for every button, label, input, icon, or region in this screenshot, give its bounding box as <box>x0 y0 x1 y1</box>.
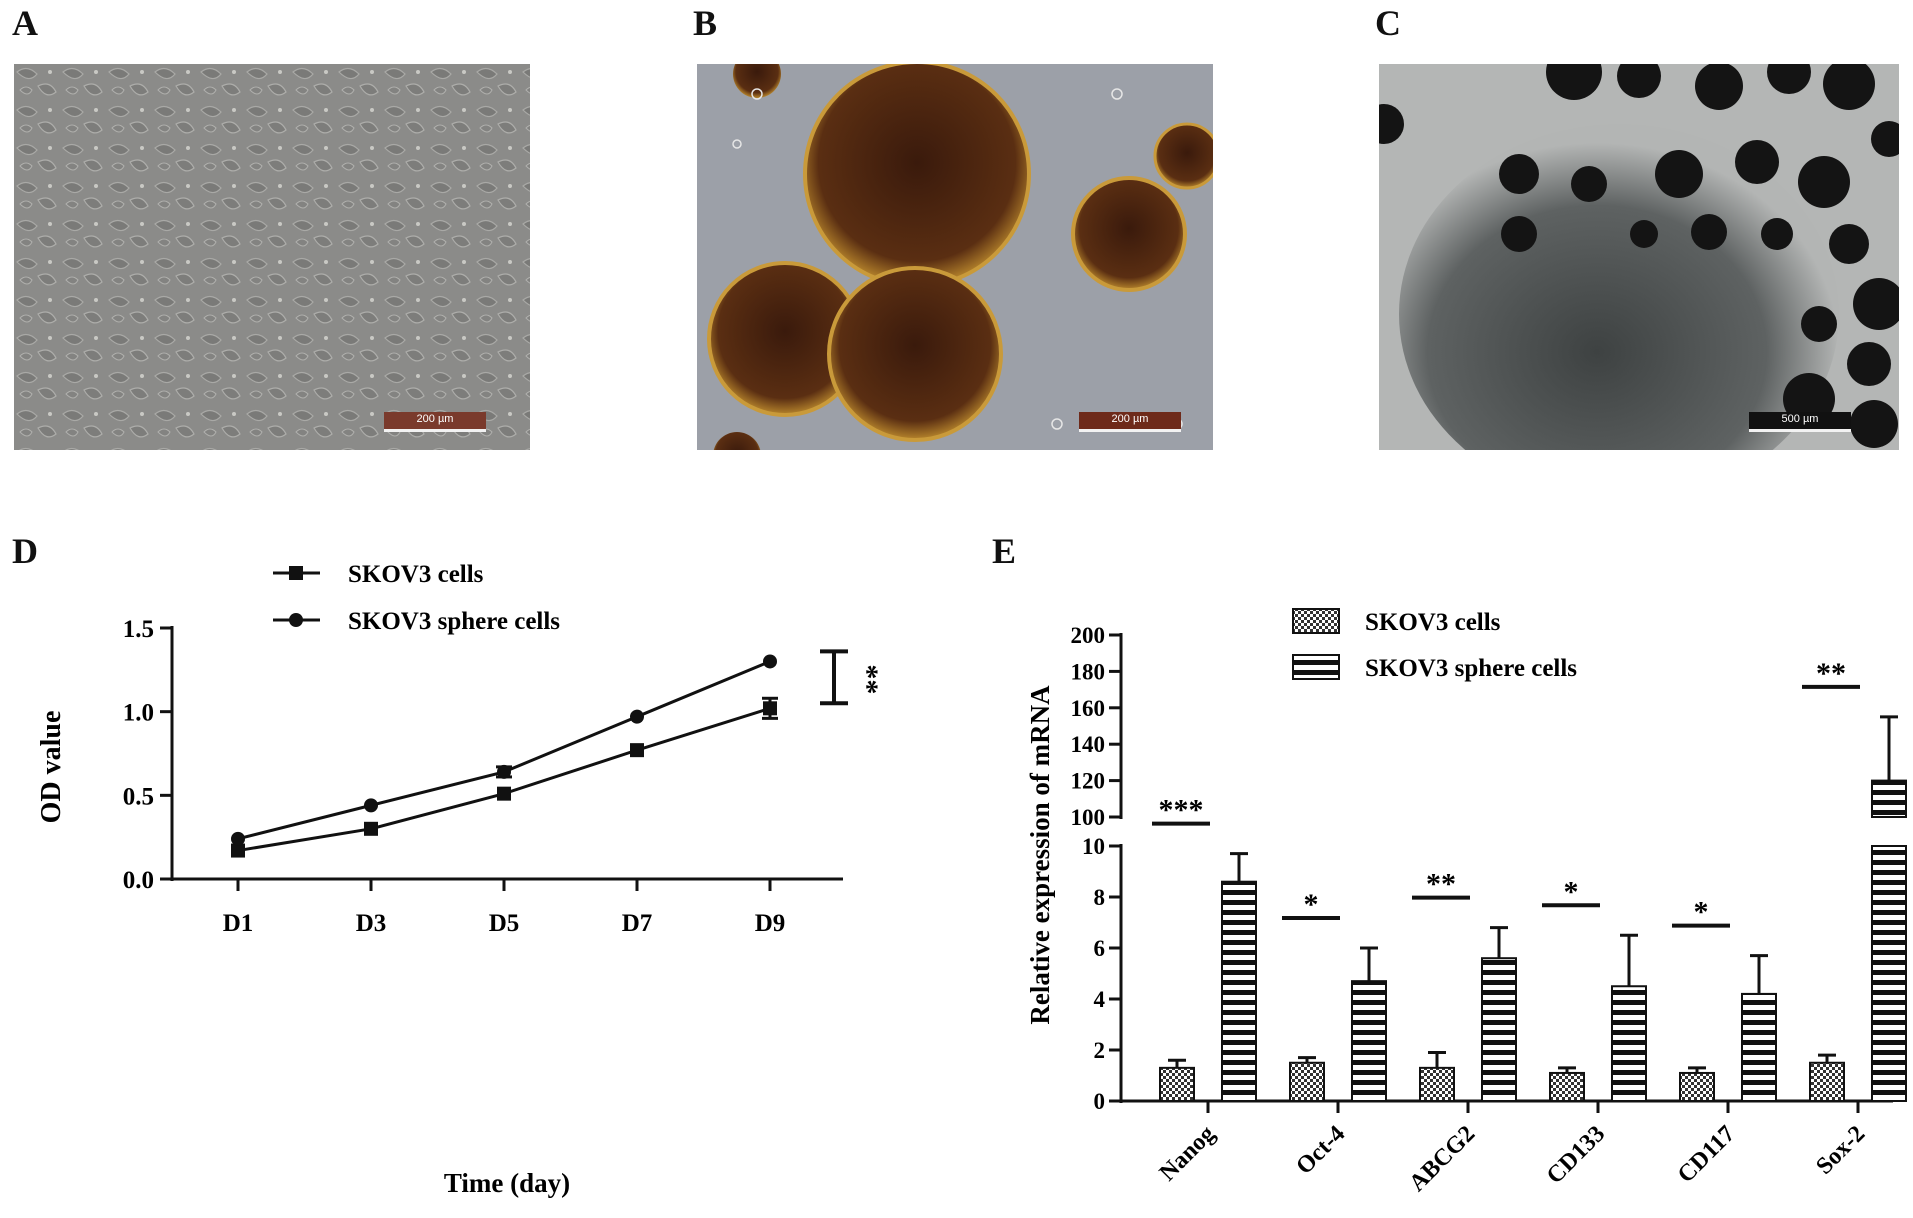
chart-e-bar <box>1221 880 1257 1103</box>
chart-e-legend-swatch <box>1292 654 1340 680</box>
scale-bar-c: 500 µm <box>1749 412 1851 432</box>
chart-d-ytick-label: 1.5 <box>123 616 154 643</box>
chart-d-ytick-label: 1.0 <box>123 700 154 727</box>
chart-d-ytick-label: 0.0 <box>123 867 154 894</box>
panel-letter-a: A <box>12 3 38 43</box>
chart-e-bar <box>1871 845 1907 1102</box>
chart-e-sig-label: ** <box>1426 868 1456 901</box>
chart-d-series-line <box>237 706 771 853</box>
chart-e-ytick-label: 180 <box>1071 659 1106 684</box>
chart-e-bar <box>1549 1071 1585 1103</box>
chart-e-bar <box>1809 1061 1845 1102</box>
chart-d-point <box>231 831 245 846</box>
chart-e-sig-label: *** <box>1159 794 1204 827</box>
chart-d-xlabel: Time (day) <box>444 1168 570 1198</box>
chart-d-growth-curve: 0.0 0.5 1.0 1.5 D1 D3 D5 D7 D9 ** SKOV3 cells SKOV3… <box>36 561 884 1198</box>
chart-e-bar-upper <box>1871 779 1907 819</box>
chart-d-point <box>231 843 245 858</box>
panel-letter-b: B <box>693 3 718 43</box>
chart-e-sig-label: * <box>1564 875 1579 908</box>
micrograph-b-spheres: 200 µm <box>697 64 1213 450</box>
chart-e-xtick-label: Oct-4 <box>1291 1121 1350 1180</box>
panel-letter-c: C <box>1375 3 1401 43</box>
chart-e-xtick-label: CD133 <box>1542 1121 1610 1189</box>
chart-d-xtick-label: D9 <box>755 910 786 937</box>
chart-e-ytick-label: 10 <box>1082 834 1105 859</box>
chart-d-xtick-label: D7 <box>622 910 653 937</box>
chart-e-ytick-label: 4 <box>1094 987 1106 1012</box>
chart-e-ytick-label: 160 <box>1071 696 1106 721</box>
chart-e-sig-label: ** <box>1816 657 1846 690</box>
chart-e-ytick-label: 100 <box>1071 805 1106 830</box>
chart-e-ytick-label: 0 <box>1094 1089 1106 1114</box>
chart-e-bar <box>1351 980 1387 1102</box>
chart-e-xtick-label: ABCG2 <box>1404 1121 1480 1197</box>
panel-letter-e: E <box>992 531 1017 571</box>
scale-bar-a: 200 µm <box>384 412 486 432</box>
chart-e-bar <box>1741 992 1777 1102</box>
chart-e-ytick-label: 140 <box>1071 732 1106 757</box>
chart-d-series-line <box>237 660 771 841</box>
chart-e-sig-label: * <box>1694 896 1709 929</box>
chart-e-sig-label: * <box>1304 888 1319 921</box>
micrograph-c-sphere-field: 500 µm <box>1379 64 1899 450</box>
chart-e-ytick-label: 2 <box>1094 1038 1106 1063</box>
chart-e-legend-label: SKOV3 sphere cells <box>1365 655 1577 682</box>
chart-e-xtick-label: Nanog <box>1155 1121 1221 1187</box>
chart-d-legend-marker <box>289 613 303 627</box>
chart-e-ytick-label: 6 <box>1094 936 1106 961</box>
chart-e-ytick-label: 120 <box>1071 769 1106 794</box>
chart-d-point <box>497 786 511 801</box>
chart-e-xtick-label: Sox-2 <box>1811 1121 1870 1180</box>
panel-letter-d: D <box>12 531 38 571</box>
chart-d-xtick-label: D5 <box>489 910 520 937</box>
chart-d-sig-label: ** <box>851 664 884 694</box>
chart-e-bar <box>1289 1061 1325 1102</box>
chart-e-ytick-label: 200 <box>1071 623 1106 648</box>
chart-e-ylabel: Relative expression of mRNA <box>1025 685 1055 1025</box>
chart-d-point <box>630 743 644 758</box>
chart-e-legend-swatch <box>1292 608 1340 634</box>
chart-d-xtick-label: D1 <box>223 910 254 937</box>
chart-d-legend-label: SKOV3 sphere cells <box>348 608 560 635</box>
chart-d-point <box>364 821 378 836</box>
chart-e-ytick-label: 8 <box>1094 885 1106 910</box>
chart-d-ylabel: OD value <box>36 711 67 824</box>
chart-d-point <box>763 654 777 669</box>
chart-d-legend-marker <box>289 566 303 580</box>
chart-e-bar <box>1419 1066 1455 1102</box>
chart-d-point <box>763 701 777 716</box>
scale-bar-b: 200 µm <box>1079 412 1181 432</box>
chart-e-bar <box>1679 1071 1715 1103</box>
chart-d-point <box>630 709 644 724</box>
chart-e-bar <box>1481 957 1517 1103</box>
chart-e-xtick-label: CD117 <box>1673 1121 1740 1188</box>
chart-e-legend-label: SKOV3 cells <box>1365 609 1501 636</box>
chart-d-point <box>497 764 511 779</box>
chart-d-legend-label: SKOV3 cells <box>348 561 484 588</box>
chart-d-xtick-label: D3 <box>356 910 387 937</box>
chart-e-bar <box>1159 1066 1195 1102</box>
chart-e-bar <box>1611 985 1647 1102</box>
chart-e-mrna-expression: 1001201401601802000246810Nanog***Oct-4*A… <box>1025 608 1907 1197</box>
chart-d-point <box>364 798 378 813</box>
micrograph-a-adherent-cells: 200 µm <box>14 64 530 450</box>
chart-d-ytick-label: 0.5 <box>123 783 154 810</box>
